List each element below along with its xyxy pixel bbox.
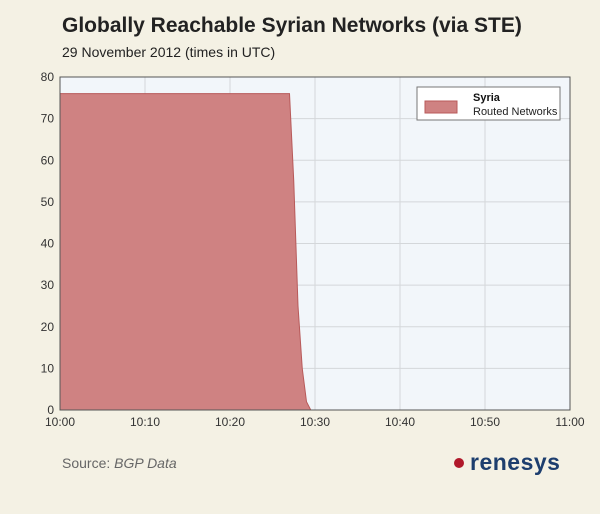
chart-title: Globally Reachable Syrian Networks (via … <box>62 14 522 37</box>
y-tick-label: 60 <box>41 153 55 167</box>
y-tick-label: 80 <box>41 70 55 84</box>
x-tick-label: 10:40 <box>385 415 415 429</box>
area-chart: 0 10 20 30 40 50 60 70 80 10:00 10:10 10:20 10:30 10:… <box>41 70 585 429</box>
x-tick-label: 10:30 <box>300 415 330 429</box>
legend-title: Syria <box>473 92 501 104</box>
renesys-logo: renesys <box>454 449 560 476</box>
source-value: BGP Data <box>114 455 177 471</box>
logo-text: renesys <box>470 449 561 475</box>
plot-area: 0 10 20 30 40 50 60 70 80 10:00 10:10 10:20 10:30 10:… <box>41 70 585 429</box>
legend-label: Routed Networks <box>473 106 558 118</box>
chart-subtitle: 29 November 2012 (times in UTC) <box>62 44 276 60</box>
x-tick-label: 10:00 <box>45 415 75 429</box>
y-tick-label: 0 <box>47 403 54 417</box>
y-tick-label: 40 <box>41 237 55 251</box>
y-tick-label: 30 <box>41 278 55 292</box>
y-tick-label: 70 <box>41 112 55 126</box>
y-tick-label: 50 <box>41 195 55 209</box>
legend-swatch <box>424 100 458 114</box>
logo-dot-icon <box>454 457 464 468</box>
legend: Syria Routed Networks <box>416 86 561 121</box>
y-tick-label: 20 <box>41 320 55 334</box>
x-tick-label: 10:20 <box>215 415 245 429</box>
plot-border <box>59 76 571 411</box>
x-tick-label: 11:00 <box>555 415 584 429</box>
y-tick-label: 10 <box>41 361 55 375</box>
x-tick-label: 10:50 <box>470 415 500 429</box>
source-label: Source: <box>62 455 111 471</box>
source-note: Source: BGP Data <box>62 455 177 471</box>
x-tick-label: 10:10 <box>130 415 160 429</box>
